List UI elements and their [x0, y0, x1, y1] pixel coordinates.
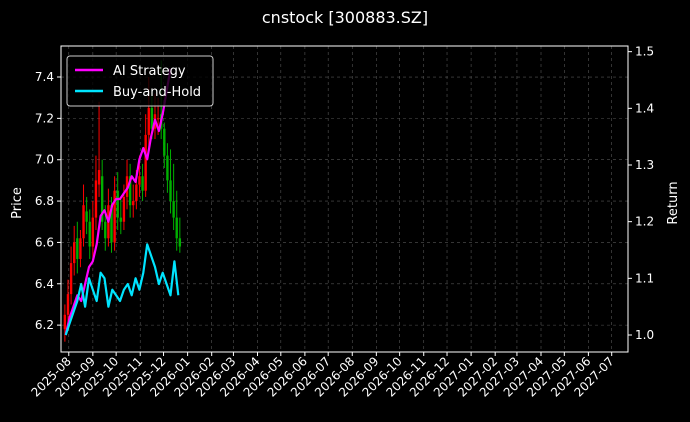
candle-body [110, 205, 113, 243]
candle-body [116, 190, 119, 218]
y-tick-label-left: 7.0 [35, 153, 54, 167]
candle-body [73, 242, 76, 264]
left-y-axis: 6.2 6.4 6.6 6.8 7.0 7.2 7.4 [35, 70, 61, 332]
candle-body [122, 196, 126, 222]
grid [61, 46, 628, 352]
candle-body [144, 134, 147, 191]
y-tick-label-left: 6.4 [35, 277, 54, 291]
legend-box [66, 55, 214, 107]
candle-body [76, 238, 79, 259]
candle-body [163, 128, 166, 156]
candle-body [141, 176, 144, 191]
y-tick-label-right: 1.1 [635, 271, 654, 285]
candle-body [79, 238, 82, 259]
y-tick-label-left: 6.6 [35, 235, 54, 249]
candle-body [135, 184, 138, 202]
y-tick-label-right: 1.2 [635, 215, 654, 229]
y-tick-label-right: 1.5 [635, 45, 654, 59]
candle-body [63, 314, 67, 330]
candle-body [91, 217, 95, 247]
y-tick-label-right: 1.4 [635, 101, 654, 115]
candle-body [82, 205, 85, 239]
candle-body [94, 180, 98, 218]
candle-body [175, 217, 178, 239]
candle-body [166, 155, 169, 181]
candle-body [66, 294, 70, 315]
y-axis-label-left: Price [10, 187, 25, 219]
plot-frame [60, 45, 629, 353]
candle-body [119, 217, 123, 222]
candle-body [169, 180, 172, 202]
legend-label-ai-strategy: AI Strategy [113, 64, 186, 79]
candle-body [104, 221, 107, 239]
right-y-axis: 1.0 1.1 1.2 1.3 1.4 1.5 [628, 45, 654, 342]
candle-body [150, 108, 154, 129]
candle-body [132, 201, 135, 206]
candle-body [97, 170, 101, 185]
candle-body [156, 118, 160, 120]
y-tick-label-left: 7.2 [35, 111, 54, 125]
candle-body [85, 211, 88, 222]
y-tick-label-left: 6.2 [35, 318, 54, 332]
candle-body [69, 263, 73, 295]
candlesticks [63, 60, 182, 342]
series-lines [64, 68, 180, 336]
candle-body [128, 176, 132, 206]
y-tick-label-right: 1.0 [635, 328, 654, 342]
candle-body [172, 201, 175, 218]
legend: AI Strategy Buy-and-Hold [66, 55, 214, 107]
candle-body [147, 108, 150, 135]
chart-title: cnstock [300883.SZ] [262, 8, 428, 27]
legend-label-buy-and-hold: Buy-and-Hold [113, 85, 201, 100]
y-tick-label-right: 1.3 [635, 158, 654, 172]
candle-body [113, 190, 116, 243]
x-axis: 2025-082025-092025-102025-112025-122026-… [29, 352, 617, 400]
buy-and-hold-line [64, 243, 180, 336]
candle-body [88, 221, 91, 247]
candle-body [178, 238, 182, 247]
y-tick-label-left: 6.8 [35, 194, 54, 208]
candle-body [100, 176, 104, 222]
y-axis-label-right: Return [666, 181, 681, 224]
y-tick-label-left: 7.4 [35, 70, 54, 84]
candle-body [138, 176, 141, 185]
